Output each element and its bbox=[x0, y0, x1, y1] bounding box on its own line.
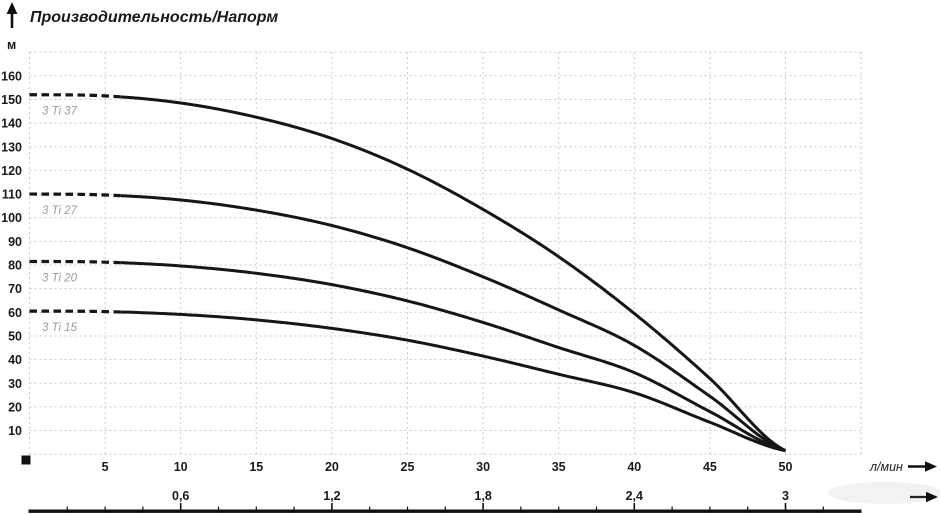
curve-dashed-start bbox=[29, 259, 121, 265]
curve-3-ti-15 bbox=[120, 310, 786, 453]
curve-3-ti-27 bbox=[120, 194, 787, 453]
x-tick-label: 15 bbox=[249, 460, 263, 474]
y-tick-label: 110 bbox=[2, 188, 22, 202]
y-tick-label: 20 bbox=[8, 400, 22, 414]
curve-3-ti-37 bbox=[120, 95, 787, 452]
y-tick-label: 70 bbox=[8, 282, 22, 296]
x-tick-label: 10 bbox=[174, 460, 188, 474]
curve-dashed-start bbox=[29, 309, 121, 314]
watermark-smudge bbox=[828, 482, 940, 504]
y-tick-label: 120 bbox=[1, 164, 22, 178]
x-axis-arrow-icon bbox=[908, 461, 937, 472]
curve-label: 3 Ti 37 bbox=[42, 106, 78, 118]
curve-label: 3 Ti 27 bbox=[42, 205, 78, 217]
y-tick-label: 90 bbox=[8, 235, 22, 249]
secondary-axis-arrow-icon bbox=[910, 491, 938, 503]
x-tick-label: 40 bbox=[627, 460, 641, 474]
y-tick-label: 60 bbox=[8, 306, 22, 320]
pump-curves bbox=[29, 93, 787, 453]
x-tick-label: 30 bbox=[476, 460, 490, 474]
curve-label: 3 Ti 20 bbox=[42, 272, 78, 284]
y-tick-label: 30 bbox=[8, 377, 22, 391]
curve-dashed-start bbox=[29, 93, 121, 99]
curve-label: 3 Ti 15 bbox=[42, 322, 78, 334]
curve-3-ti-20 bbox=[120, 261, 786, 453]
y-tick-label: 130 bbox=[1, 140, 22, 154]
grid-lines bbox=[29, 51, 862, 455]
curve-dashed-start bbox=[29, 192, 121, 198]
x-tick-label: 35 bbox=[552, 460, 566, 474]
origin-square bbox=[21, 455, 31, 465]
y-axis-arrow-icon bbox=[6, 2, 18, 28]
y-tick-label: 10 bbox=[8, 424, 22, 438]
x-tick-label: 5 bbox=[102, 460, 109, 474]
secondary-axis-label: 2,4 bbox=[626, 489, 643, 503]
y-tick-label: 80 bbox=[8, 259, 22, 273]
x-axis-unit: л/мин bbox=[869, 460, 903, 474]
secondary-axis-labels: 0,6 1,2 1,8 2,4 3 bbox=[172, 489, 789, 503]
y-tick-label: 160 bbox=[1, 69, 22, 83]
secondary-axis-bar bbox=[28, 509, 862, 513]
secondary-axis-label: 1,8 bbox=[474, 489, 491, 503]
secondary-axis-label: 3 bbox=[782, 489, 789, 503]
x-tick-label: 50 bbox=[779, 460, 793, 474]
secondary-axis-label: 0,6 bbox=[172, 489, 189, 503]
y-tick-label: 150 bbox=[1, 93, 22, 107]
x-tick-label: 45 bbox=[703, 460, 717, 474]
curve-labels: 3 Ti 37 3 Ti 27 3 Ti 20 3 Ti 15 bbox=[42, 106, 78, 334]
y-tick-label: 50 bbox=[8, 329, 22, 343]
y-tick-label: 140 bbox=[1, 117, 22, 131]
x-tick-label: 20 bbox=[325, 460, 339, 474]
chart-title: Производительность/Напорм bbox=[30, 9, 278, 26]
y-axis-tick-labels: 10 20 30 40 50 60 70 80 90 100 110 120 130 140 150 160 bbox=[1, 69, 22, 438]
secondary-axis-label: 1,2 bbox=[323, 489, 340, 503]
x-tick-label: 25 bbox=[401, 460, 415, 474]
y-tick-label: 40 bbox=[8, 353, 22, 367]
y-axis-unit: м bbox=[7, 38, 16, 52]
y-tick-label: 100 bbox=[1, 211, 22, 225]
x-axis-tick-labels: 5 10 15 20 25 30 35 40 45 50 bbox=[102, 460, 793, 474]
